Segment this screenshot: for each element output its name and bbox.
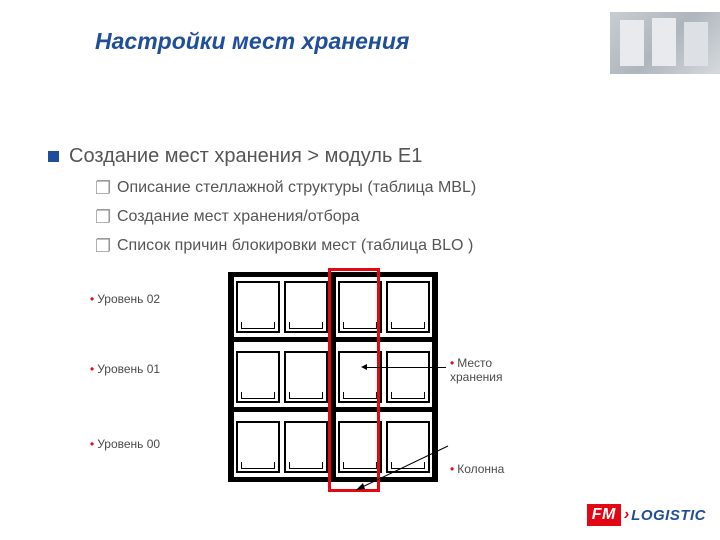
list-item-text: Список причин блокировки мест (таблица B…: [117, 236, 473, 256]
level-label-02: Уровень 02: [90, 292, 160, 306]
arrow-to-column: [354, 442, 454, 492]
logo-text: LOGISTIC: [631, 507, 706, 524]
list-item: ❐ Описание стеллажной структуры (таблица…: [95, 178, 476, 198]
annot-column: Колонна: [450, 462, 504, 476]
level-label-00: Уровень 00: [90, 437, 160, 451]
annot-location: Место хранения: [450, 356, 530, 384]
list-item: ❐ Создание мест хранения/отбора: [95, 207, 476, 227]
main-bullet-text: Создание мест хранения > модуль E1: [69, 145, 422, 168]
checkbox-icon: ❐: [95, 236, 109, 256]
logo-fm-badge: FM: [587, 504, 621, 526]
page-title: Настройки мест хранения: [95, 28, 409, 55]
chevron-right-icon: ›: [624, 506, 629, 524]
list-item-text: Создание мест хранения/отбора: [117, 207, 359, 227]
checkbox-icon: ❐: [95, 207, 109, 227]
list-item: ❐ Список причин блокировки мест (таблица…: [95, 236, 476, 256]
square-bullet-icon: [48, 151, 59, 162]
level-label-01: Уровень 01: [90, 362, 160, 376]
arrow-to-location: [366, 367, 446, 368]
fm-logistic-logo: FM › LOGISTIC: [587, 504, 706, 526]
list-item-text: Описание стеллажной структуры (таблица M…: [117, 178, 476, 198]
sub-bullet-list: ❐ Описание стеллажной структуры (таблица…: [95, 178, 476, 265]
checkbox-icon: ❐: [95, 178, 109, 198]
rack-diagram: Уровень 02 Уровень 01 Уровень 00 Место х…: [90, 272, 650, 502]
header-warehouse-image: [610, 12, 720, 74]
main-bullet: Создание мест хранения > модуль E1: [48, 145, 422, 168]
